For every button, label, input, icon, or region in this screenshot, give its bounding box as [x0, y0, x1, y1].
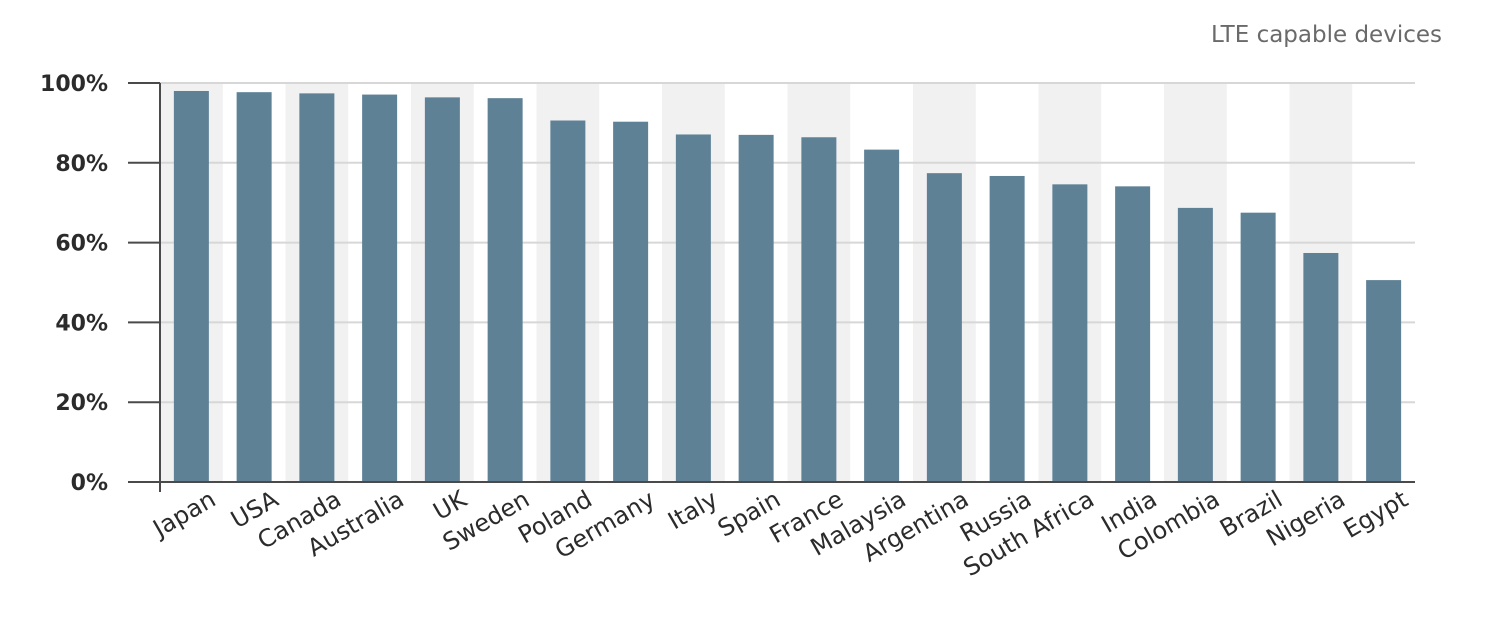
bar-france — [801, 137, 837, 483]
y-tick-label: 100% — [40, 72, 108, 97]
bar-uk — [424, 97, 460, 482]
x-tick-label: Japan — [147, 485, 221, 544]
bar-spain — [738, 134, 774, 482]
y-tick-label: 40% — [55, 311, 108, 336]
bar-south-africa — [1052, 184, 1088, 482]
bar-egypt — [1366, 280, 1402, 482]
bar-nigeria — [1303, 252, 1339, 482]
bar-australia — [362, 94, 398, 483]
legend-label: LTE capable devices — [1211, 22, 1442, 48]
bar-italy — [675, 134, 711, 482]
bar-colombia — [1177, 207, 1213, 482]
bar-canada — [299, 93, 335, 483]
y-tick-label: 20% — [55, 391, 108, 416]
y-tick-label: 60% — [55, 232, 108, 257]
bar-argentina — [926, 173, 962, 482]
bar-india — [1115, 186, 1151, 482]
bar-sweden — [487, 98, 523, 483]
bar-japan — [173, 90, 209, 482]
bar-poland — [550, 120, 586, 483]
bar-russia — [989, 175, 1025, 483]
bar-brazil — [1240, 212, 1276, 483]
x-tick-label: Italy — [663, 485, 722, 535]
bar-usa — [236, 92, 272, 482]
y-tick-label: 80% — [55, 152, 108, 177]
bar-germany — [613, 121, 649, 482]
bar-malaysia — [864, 149, 900, 482]
y-tick-label: 0% — [71, 471, 108, 496]
x-tick-label: Egypt — [1339, 485, 1413, 544]
